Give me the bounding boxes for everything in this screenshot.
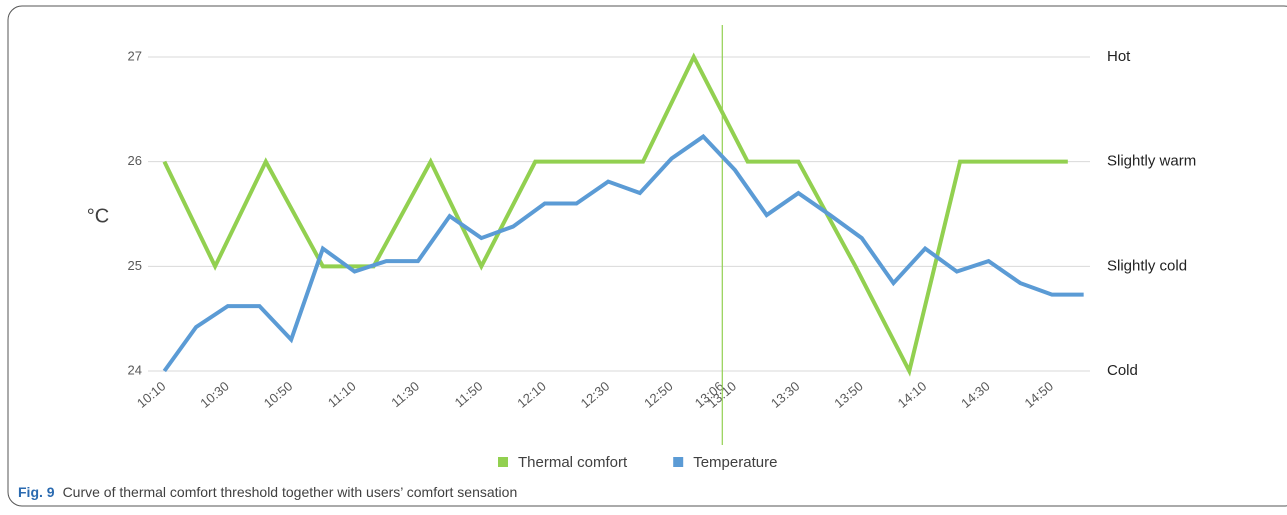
y2-tick-label: Slightly warm — [1107, 153, 1196, 170]
legend-label: Temperature — [693, 454, 777, 471]
x-tick-label: 11:10 — [325, 378, 359, 410]
series-line — [162, 52, 1068, 377]
x-tick-label: 13:30 — [768, 378, 803, 410]
series-line — [162, 133, 1084, 373]
y2-tick-label: Slightly cold — [1107, 257, 1187, 274]
y-tick-label: 25 — [128, 258, 142, 273]
x-tick-label: 14:50 — [1022, 378, 1057, 410]
y2-tick-label: Hot — [1107, 48, 1131, 65]
caption-label: Fig. 9 — [18, 484, 55, 500]
x-tick-label: 12:30 — [578, 378, 613, 410]
y-tick-label: 27 — [128, 48, 142, 63]
frame — [7, 5, 1287, 507]
x-tick-label: 10:50 — [261, 378, 296, 410]
caption: Fig. 9 Curve of thermal comfort threshold… — [18, 484, 517, 500]
legend-label: Thermal comfort — [518, 454, 628, 471]
x-tick-label: 12:50 — [641, 378, 676, 410]
y-tick-label: 24 — [128, 362, 142, 377]
x-tick-label: 10:10 — [134, 378, 169, 410]
caption-text: Curve of thermal comfort threshold toget… — [63, 484, 518, 500]
x-tick-label: 14:10 — [895, 378, 930, 410]
legend-swatch — [673, 457, 684, 467]
legend-swatch — [498, 457, 508, 467]
x-tick-label: 11:50 — [452, 378, 486, 410]
y2-tick-label: Cold — [1107, 362, 1138, 379]
y-axis-label: °C — [87, 205, 109, 227]
y-tick-label: 26 — [128, 153, 142, 168]
x-tick-label: 13:50 — [831, 378, 866, 410]
x-tick-label: 14:30 — [958, 378, 993, 410]
x-tick-label: 11:30 — [388, 378, 422, 410]
x-tick-label: 12:10 — [514, 378, 549, 410]
x-tick-label: 10:30 — [197, 378, 232, 410]
